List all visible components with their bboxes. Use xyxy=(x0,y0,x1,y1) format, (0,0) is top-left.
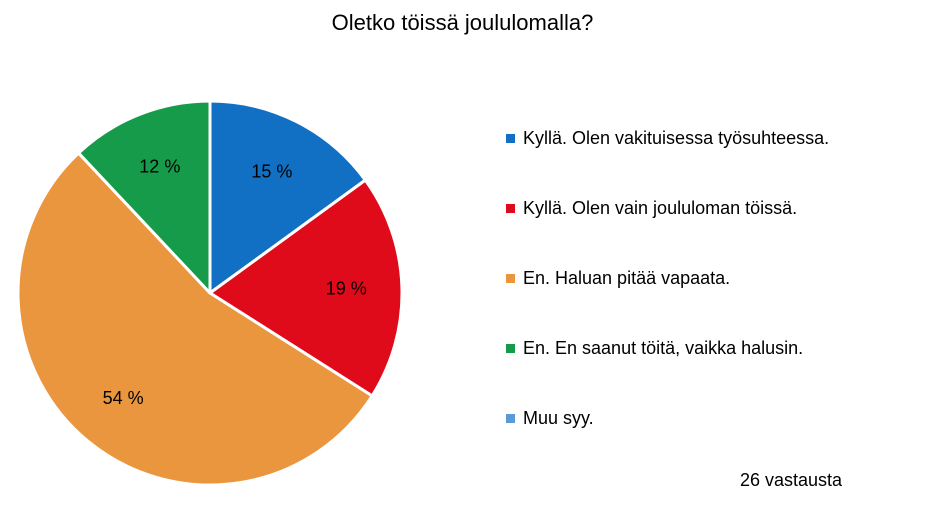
pie-slice-2 xyxy=(16,151,374,487)
legend-item-4: Muu syy. xyxy=(506,408,594,429)
chart-title: Oletko töissä joululomalla? xyxy=(331,10,594,35)
legend-label: En. Haluan pitää vapaata. xyxy=(523,268,731,288)
slice-label-0: 15 % xyxy=(251,162,292,182)
legend-label: En. En saanut töitä, vaikka halusin. xyxy=(523,338,804,358)
legend-item-0: Kyllä. Olen vakituisessa työsuhteessa. xyxy=(506,128,829,149)
response-count: 26 vastausta xyxy=(740,470,843,490)
legend-item-3: En. En saanut töitä, vaikka halusin. xyxy=(506,338,803,359)
slice-label-3: 12 % xyxy=(139,156,180,176)
slice-label-2: 54 % xyxy=(103,388,144,408)
legend-swatch xyxy=(506,274,515,283)
legend-swatch xyxy=(506,134,515,143)
legend-swatch xyxy=(506,204,515,213)
legend-label: Muu syy. xyxy=(523,408,594,428)
slice-label-1: 19 % xyxy=(326,279,367,299)
legend-label: Kyllä. Olen vain joululoman töissä. xyxy=(523,198,798,218)
pie-slice-3 xyxy=(77,99,212,295)
legend-item-2: En. Haluan pitää vapaata. xyxy=(506,268,730,289)
legend-label: Kyllä. Olen vakituisessa työsuhteessa. xyxy=(523,128,830,148)
pie-slice-1 xyxy=(208,178,404,398)
legend-swatch xyxy=(506,344,515,353)
pie-slice-0 xyxy=(208,99,367,295)
legend-item-1: Kyllä. Olen vain joululoman töissä. xyxy=(506,198,797,219)
legend-swatch xyxy=(506,414,515,423)
